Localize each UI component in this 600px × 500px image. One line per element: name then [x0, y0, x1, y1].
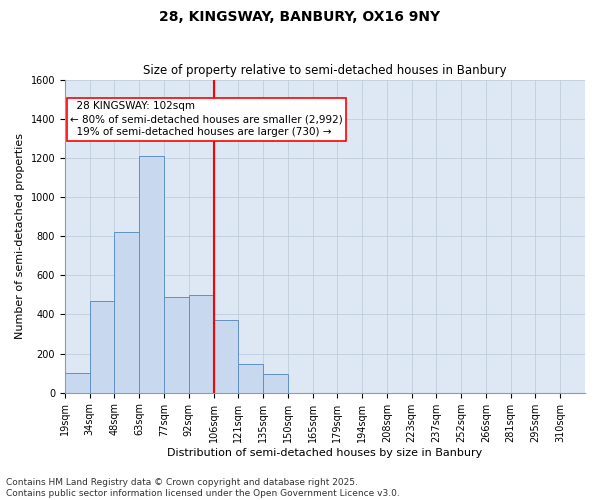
Text: 28 KINGSWAY: 102sqm
← 80% of semi-detached houses are smaller (2,992)
  19% of s: 28 KINGSWAY: 102sqm ← 80% of semi-detach… [70, 101, 343, 138]
Bar [189, 295, 214, 392]
Y-axis label: Number of semi-detached properties: Number of semi-detached properties [15, 133, 25, 339]
Text: Contains HM Land Registry data © Crown copyright and database right 2025.
Contai: Contains HM Land Registry data © Crown c… [6, 478, 400, 498]
Text: 28, KINGSWAY, BANBURY, OX16 9NY: 28, KINGSWAY, BANBURY, OX16 9NY [160, 10, 440, 24]
Bar [164, 297, 189, 392]
Bar [65, 373, 89, 392]
Bar [214, 320, 238, 392]
Bar [238, 364, 263, 392]
Bar [115, 232, 139, 392]
Title: Size of property relative to semi-detached houses in Banbury: Size of property relative to semi-detach… [143, 64, 507, 77]
Bar [89, 300, 115, 392]
X-axis label: Distribution of semi-detached houses by size in Banbury: Distribution of semi-detached houses by … [167, 448, 482, 458]
Bar [139, 156, 164, 392]
Bar [263, 374, 288, 392]
